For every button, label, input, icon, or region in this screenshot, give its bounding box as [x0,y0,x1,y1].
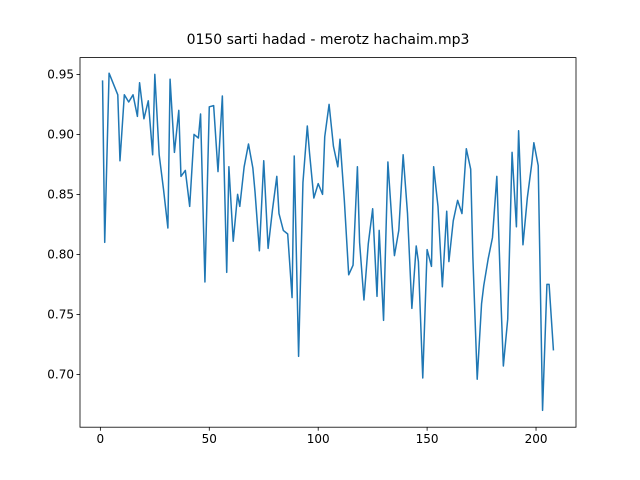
chart-title: 0150 sarti hadad - merotz hachaim.mp3 [187,32,470,48]
y-tick-label: 0.75 [47,307,74,321]
plot-frame [79,57,577,428]
y-tick-label: 0.80 [47,247,74,261]
x-tick-label: 200 [525,432,548,446]
y-tick-label: 0.90 [47,127,74,141]
y-tick-label: 0.70 [47,367,74,381]
x-tick-label: 50 [202,432,217,446]
x-tick-label: 100 [307,432,330,446]
y-tick-label: 0.95 [47,67,74,81]
y-tick-label: 0.85 [47,187,74,201]
x-tick-label: 0 [97,432,105,446]
line-series [101,72,555,412]
x-tick-label: 150 [416,432,439,446]
